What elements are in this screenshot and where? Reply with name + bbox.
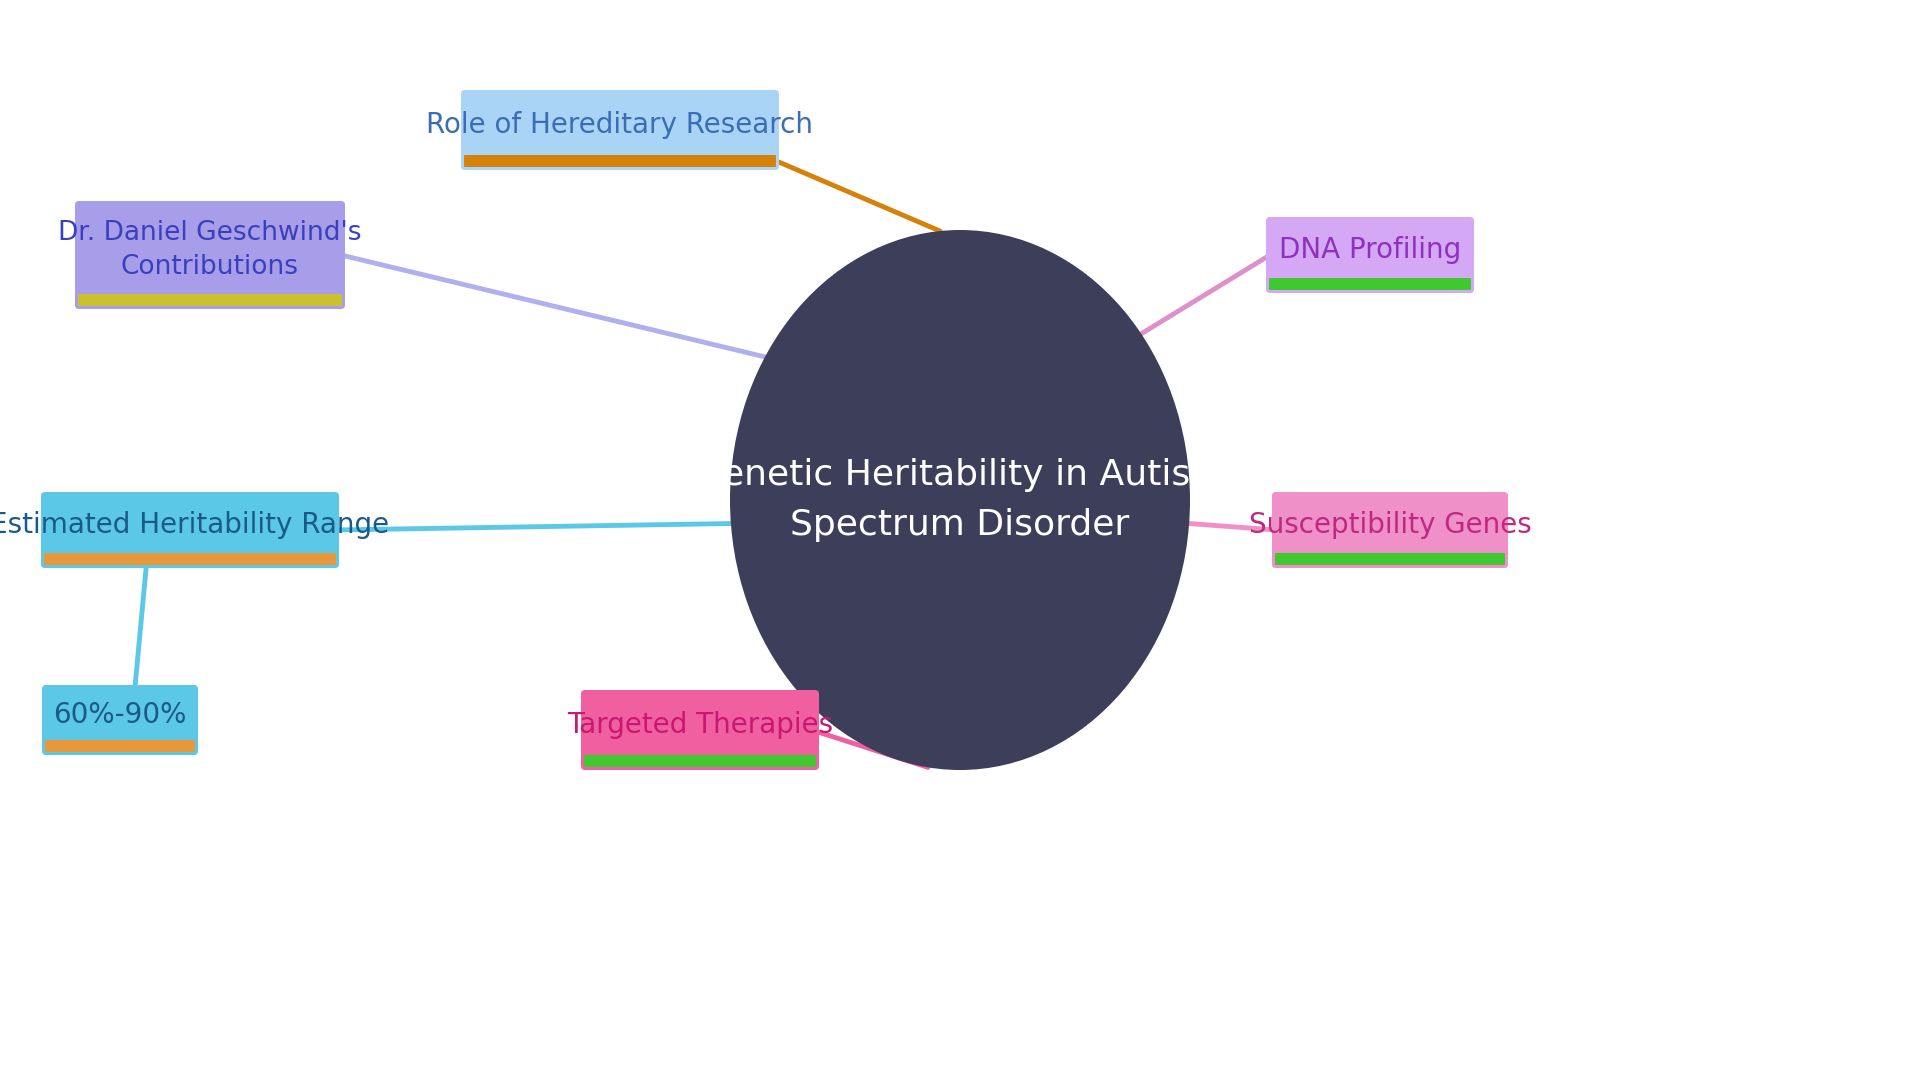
Text: DNA Profiling: DNA Profiling: [1279, 237, 1461, 264]
Text: Dr. Daniel Geschwind's
Contributions: Dr. Daniel Geschwind's Contributions: [58, 220, 361, 280]
FancyBboxPatch shape: [42, 685, 198, 755]
FancyBboxPatch shape: [40, 492, 340, 568]
FancyBboxPatch shape: [79, 294, 342, 306]
FancyBboxPatch shape: [584, 755, 816, 767]
Text: Role of Hereditary Research: Role of Hereditary Research: [426, 111, 814, 139]
Text: Genetic Heritability in Autism
Spectrum Disorder: Genetic Heritability in Autism Spectrum …: [695, 458, 1225, 542]
Text: Susceptibility Genes: Susceptibility Genes: [1248, 511, 1532, 539]
Text: Targeted Therapies: Targeted Therapies: [566, 711, 833, 739]
FancyBboxPatch shape: [1271, 492, 1507, 568]
FancyBboxPatch shape: [582, 690, 820, 770]
FancyBboxPatch shape: [1265, 217, 1475, 293]
FancyBboxPatch shape: [44, 740, 196, 752]
FancyBboxPatch shape: [44, 553, 336, 565]
FancyBboxPatch shape: [1269, 278, 1471, 291]
Text: Estimated Heritability Range: Estimated Heritability Range: [0, 511, 390, 539]
Text: 60%-90%: 60%-90%: [54, 701, 186, 729]
FancyBboxPatch shape: [461, 90, 780, 170]
FancyBboxPatch shape: [75, 201, 346, 309]
FancyBboxPatch shape: [1275, 553, 1505, 565]
FancyBboxPatch shape: [465, 156, 776, 167]
Ellipse shape: [730, 230, 1190, 770]
